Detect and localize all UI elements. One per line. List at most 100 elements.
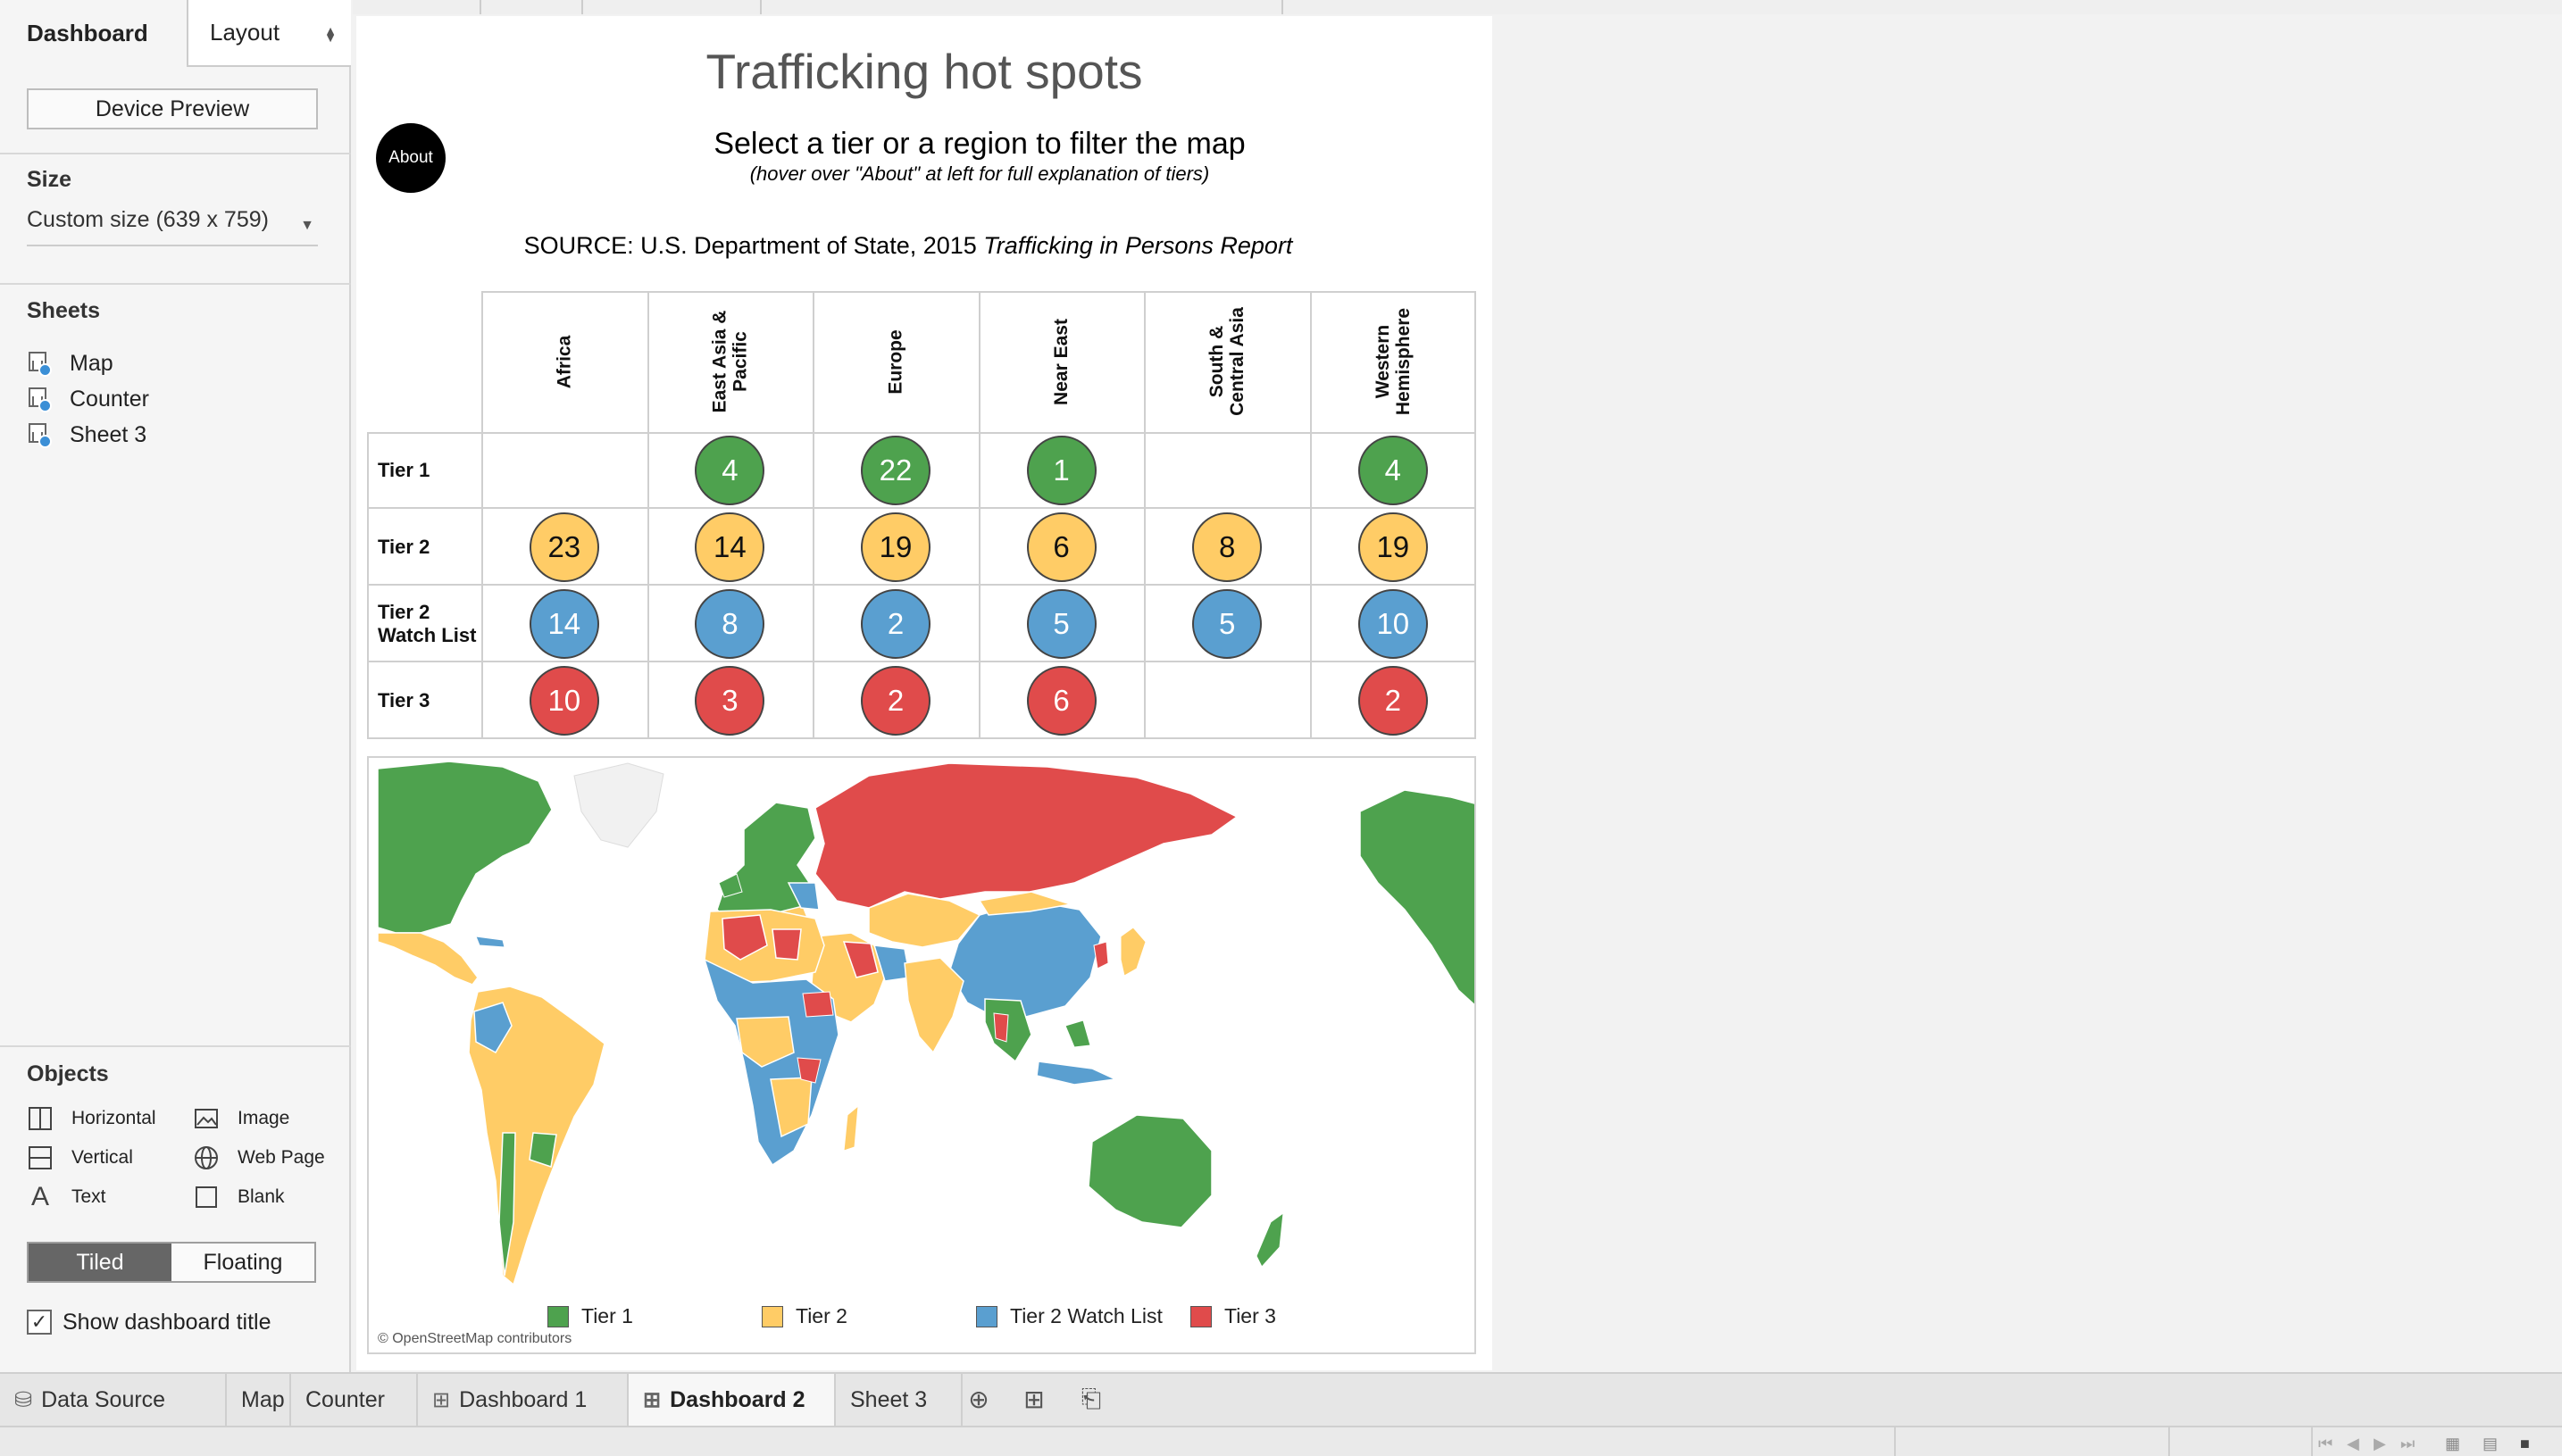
worksheet-icon [27, 421, 52, 448]
object-vertical[interactable]: Vertical [27, 1142, 133, 1174]
tiled-button[interactable]: Tiled [29, 1244, 171, 1281]
tier-count-bubble[interactable]: 2 [1357, 666, 1428, 736]
tier-count-bubble[interactable]: 4 [695, 436, 765, 505]
tab-sheet-3[interactable]: Sheet 3 [836, 1374, 963, 1426]
up-down-arrows-icon: ▲ ▼ [324, 23, 337, 45]
region-header-label: East Asia & Pacific [709, 310, 751, 413]
show-title-label: Show dashboard title [63, 1309, 271, 1335]
tier-header-tier-3[interactable]: Tier 3 [378, 689, 430, 711]
legend-tier-1[interactable]: Tier 1 [547, 1304, 633, 1328]
tier-count-bubble[interactable]: 8 [1192, 512, 1263, 582]
legend-label: Tier 1 [581, 1304, 633, 1327]
region-header-south-central-asia[interactable]: South & Central Asia [1144, 291, 1310, 432]
object-blank[interactable]: Blank [193, 1181, 285, 1213]
device-preview-button[interactable]: Device Preview [27, 88, 318, 129]
tier-count-bubble[interactable]: 5 [1192, 589, 1263, 659]
region-header-label: Europe [885, 329, 906, 395]
world-map[interactable]: Tier 1 Tier 2 Tier 2 Watch List Tier 3 ©… [367, 756, 1476, 1354]
tier-count-bubble[interactable]: 22 [861, 436, 930, 505]
object-text[interactable]: A Text [27, 1181, 106, 1213]
tier-count-bubble[interactable]: 14 [529, 589, 599, 659]
region-header-africa[interactable]: Africa [481, 291, 647, 432]
divider [0, 283, 351, 285]
tab-data-source[interactable]: ⛁ Data Source [0, 1374, 227, 1426]
legend-swatch [976, 1305, 997, 1327]
region-header-near-east[interactable]: Near East [979, 291, 1145, 432]
tab-layout[interactable]: Layout ▲ ▼ [187, 0, 351, 67]
grid-line [481, 291, 483, 739]
legend-tier-2-watch-list[interactable]: Tier 2 Watch List [976, 1304, 1163, 1328]
object-web-page[interactable]: Web Page [193, 1142, 325, 1174]
grid-line [367, 432, 1476, 434]
tier-count-bubble[interactable]: 6 [1026, 512, 1097, 582]
grid-line [1310, 291, 1312, 739]
sheet-label: Counter [70, 386, 149, 412]
tier-count-bubble[interactable]: 19 [1357, 512, 1428, 582]
sheet-label: Sheet 3 [70, 421, 147, 447]
sheet-item-map[interactable]: Map [27, 347, 113, 379]
source-report-title: Trafficking in Persons Report [983, 232, 1293, 259]
tier-count-bubble[interactable]: 8 [695, 589, 765, 659]
region-header-europe[interactable]: Europe [813, 291, 979, 432]
tier-count-bubble[interactable]: 14 [695, 512, 765, 582]
region-header-western-hemisphere[interactable]: Western Hemisphere [1310, 291, 1476, 432]
tier-header-tier-1[interactable]: Tier 1 [378, 459, 430, 481]
region-header-east-asia-pacific[interactable]: East Asia & Pacific [647, 291, 814, 432]
legend-tier-2[interactable]: Tier 2 [762, 1304, 847, 1328]
map-shapes[interactable] [369, 758, 1476, 1294]
tier-count-bubble[interactable]: 10 [529, 666, 599, 736]
horizontal-container-icon [27, 1105, 54, 1132]
object-label: Horizontal [71, 1108, 156, 1128]
tier-count-bubble[interactable]: 6 [1026, 666, 1097, 736]
new-worksheet-icon[interactable]: ⊕ [968, 1385, 989, 1413]
tab-label: Dashboard 1 [459, 1386, 588, 1412]
size-dropdown[interactable]: Custom size (639 x 759) ▼ [27, 207, 318, 246]
grid-line [1144, 291, 1147, 739]
status-bar: ⏮ ◀ ▶ ⏭ ▦ ▤ ■ [0, 1426, 2562, 1456]
next-page-icon[interactable]: ▶ [2374, 1435, 2386, 1452]
tab-counter[interactable]: Counter [291, 1374, 418, 1426]
tier-region-table: Africa East Asia & Pacific Europe Near East… [367, 291, 1476, 757]
work-area-strip [353, 0, 2562, 14]
tab-dashboard[interactable]: Dashboard [0, 0, 187, 67]
object-image[interactable]: Image [193, 1102, 289, 1135]
legend-tier-3[interactable]: Tier 3 [1190, 1304, 1276, 1328]
size-heading: Size [27, 167, 72, 192]
floating-button[interactable]: Floating [171, 1244, 314, 1281]
image-icon [193, 1105, 220, 1132]
tier-count-bubble[interactable]: 19 [861, 512, 930, 582]
sheet-item-sheet-3[interactable]: Sheet 3 [27, 419, 146, 451]
new-dashboard-icon[interactable]: ⊞ [1023, 1385, 1045, 1413]
tier-count-bubble[interactable]: 4 [1357, 436, 1428, 505]
tier-count-bubble[interactable]: 10 [1357, 589, 1428, 659]
sheet-item-counter[interactable]: Counter [27, 383, 149, 415]
tier-header-tier-2[interactable]: Tier 2 [378, 536, 430, 558]
about-button[interactable]: About [376, 123, 446, 193]
grid-line [367, 661, 1476, 662]
tier-count-bubble[interactable]: 3 [695, 666, 765, 736]
tier-count-bubble[interactable]: 23 [529, 512, 599, 582]
new-story-icon[interactable]: ⎗ [1081, 1384, 1102, 1412]
object-label: Web Page [238, 1147, 325, 1168]
tab-dashboard-2[interactable]: ⊞ Dashboard 2 [629, 1374, 836, 1426]
tier-header-tier-2-watch-list[interactable]: Tier 2 Watch List [378, 601, 477, 646]
filmstrip-view-icon[interactable]: ▤ [2483, 1435, 2499, 1452]
tab-map[interactable]: Map [227, 1374, 291, 1426]
sheet-tab-bar: ⛁ Data Source Map Counter ⊞ Dashboard 1 ⊞ D… [0, 1372, 2562, 1426]
tab-dashboard-1[interactable]: ⊞ Dashboard 1 [418, 1374, 629, 1426]
sheets-heading: Sheets [27, 298, 100, 323]
object-label: Vertical [71, 1147, 133, 1168]
tier-count-bubble[interactable]: 1 [1026, 436, 1097, 505]
grid-view-icon[interactable]: ▦ [2445, 1435, 2461, 1452]
object-horizontal[interactable]: Horizontal [27, 1102, 156, 1135]
first-page-icon[interactable]: ⏮ [2318, 1435, 2333, 1452]
tier-count-bubble[interactable]: 2 [861, 589, 930, 659]
prev-page-icon[interactable]: ◀ [2347, 1435, 2359, 1452]
tab-view-icon[interactable]: ■ [2520, 1435, 2530, 1452]
tier-count-bubble[interactable]: 2 [861, 666, 930, 736]
show-dashboard-title-checkbox[interactable]: ✓ Show dashboard title [27, 1306, 271, 1338]
tier-count-bubble[interactable]: 5 [1026, 589, 1097, 659]
status-divider [2168, 1427, 2170, 1456]
strip-divider [480, 0, 481, 14]
last-page-icon[interactable]: ⏭ [2400, 1435, 2416, 1452]
